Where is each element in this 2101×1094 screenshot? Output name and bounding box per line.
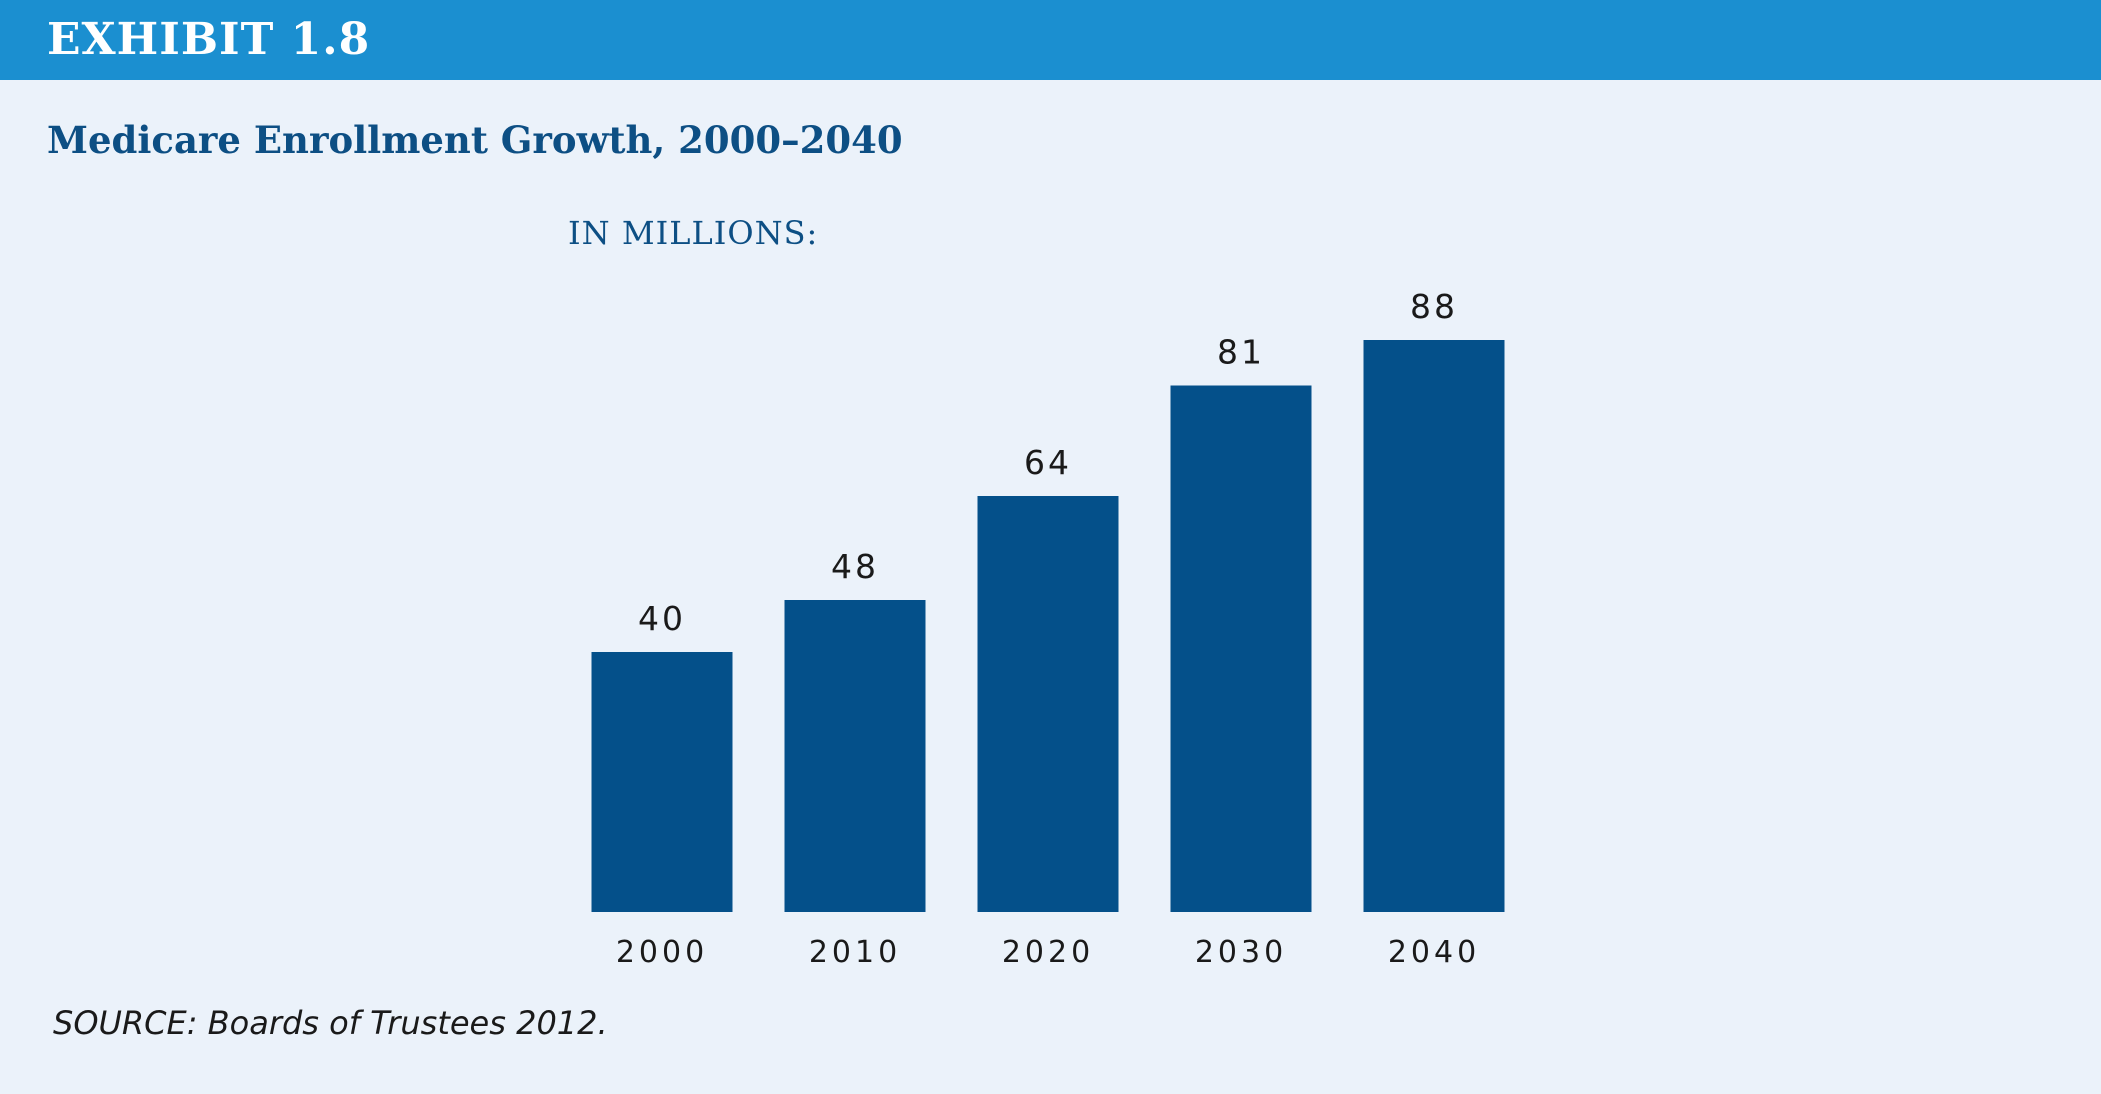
value-label-2020: 64: [1024, 443, 1072, 482]
x-axis-ticks: 2000 2010 2020 2030 2040: [616, 935, 1480, 970]
header-bar: EXHIBIT 1.8: [0, 0, 2101, 80]
x-tick-label-2010: 2010: [809, 935, 901, 970]
bar-2010: [784, 600, 926, 912]
bar-2020: [977, 496, 1119, 912]
value-label-2010: 48: [831, 547, 879, 586]
x-tick-label-2000: 2000: [616, 935, 708, 970]
chart-title: Medicare Enrollment Growth, 2000–2040: [47, 118, 903, 162]
x-tick-label-2030: 2030: [1195, 935, 1287, 970]
x-tick-label-2020: 2020: [1002, 935, 1094, 970]
value-labels-layer: 40 48 64 81 88: [638, 287, 1458, 638]
x-tick-label-2040: 2040: [1388, 935, 1480, 970]
exhibit-label: EXHIBIT 1.8: [47, 14, 371, 65]
value-label-2040: 88: [1410, 287, 1458, 326]
units-label: IN MILLIONS:: [568, 214, 819, 252]
bar-2000: [591, 652, 733, 912]
bar-2030: [1170, 385, 1312, 912]
source-note: SOURCE: Boards of Trustees 2012.: [53, 1004, 608, 1042]
value-label-2000: 40: [638, 599, 686, 638]
bar-2040: [1363, 340, 1505, 912]
bars-layer: [591, 340, 1505, 912]
value-label-2030: 81: [1217, 333, 1265, 372]
